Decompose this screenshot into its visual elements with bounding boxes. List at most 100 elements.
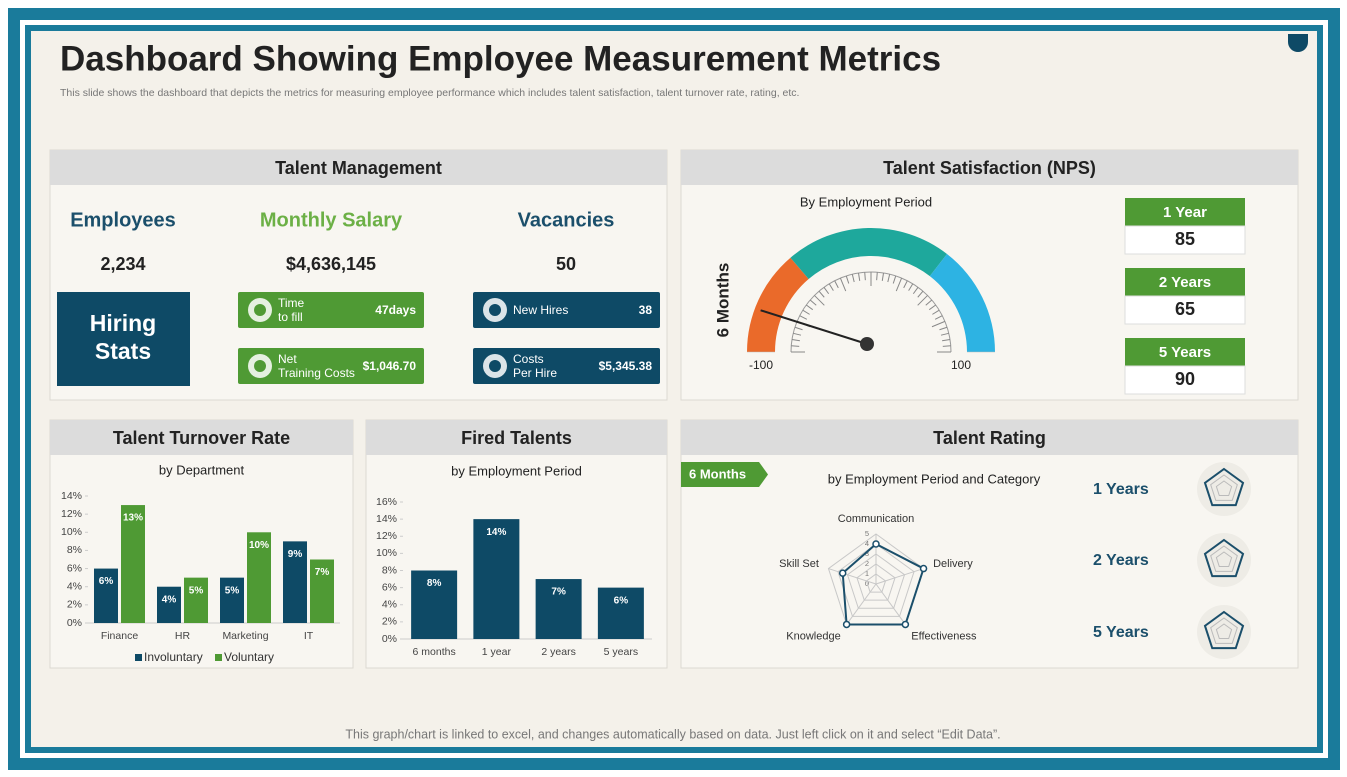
legend-label: Voluntary [224, 650, 274, 664]
period-label: 1 Years [1093, 481, 1149, 498]
card-value: 38 [639, 303, 653, 317]
data-label: 14% [486, 527, 506, 538]
y-tick-label: 12% [61, 508, 82, 520]
data-label: 6% [99, 576, 114, 587]
y-tick-label: 6% [67, 562, 82, 574]
period-value: 65 [1175, 299, 1195, 319]
panel-title: Talent Rating [933, 428, 1046, 448]
x-tick-label: HR [175, 630, 191, 642]
radar-point [872, 540, 880, 548]
period-header [1125, 338, 1245, 366]
y-tick-label: 8% [67, 544, 82, 556]
data-label: 4% [162, 594, 177, 605]
chart-subtitle: By Employment Period [800, 194, 932, 209]
spoke [875, 568, 924, 585]
panel-header [50, 420, 353, 455]
panel-title: Talent Satisfaction (NPS) [883, 158, 1096, 178]
category-label: Effectiveness [911, 630, 977, 642]
hiring-stats: Hiring Stats [90, 310, 156, 364]
dial-tick [928, 304, 937, 311]
panel [680, 419, 1299, 669]
period-name: 5 Years [1159, 344, 1211, 361]
period-box [1124, 365, 1246, 395]
y-tick-label: 6% [382, 581, 397, 593]
y-tick-label: 4% [382, 599, 397, 611]
radar-line [841, 542, 925, 626]
y-tick-label: 12% [376, 530, 397, 542]
dial-tick [802, 309, 810, 315]
legend-swatch [215, 654, 222, 661]
y-tick-label: 14% [61, 490, 82, 502]
chart-subtitle: by Department [159, 462, 245, 477]
kpi-label: Vacancies [518, 209, 615, 231]
card-value: 47days [375, 303, 416, 317]
period-name: 1 Year [1163, 204, 1207, 221]
bar [310, 559, 334, 623]
mini-radar [1215, 480, 1233, 496]
bar [247, 532, 271, 623]
y-tick-label: 10% [376, 547, 397, 559]
dial-tick [834, 280, 839, 289]
hiring-stats-box [57, 292, 190, 386]
dial-tick [917, 295, 928, 306]
y-tick-label: 0% [382, 633, 397, 645]
panel-header [681, 420, 1298, 455]
chart-subtitle: by Employment Period [451, 463, 582, 478]
dial-tick [925, 299, 933, 306]
mini-radar [1210, 474, 1238, 501]
x-tick-label: 5 years [604, 646, 638, 658]
bar [157, 586, 181, 623]
bar [283, 541, 307, 623]
mini-radar [1203, 538, 1245, 578]
panel-header [366, 420, 667, 455]
x-tick-label: 2 years [541, 646, 575, 658]
dial-tick [912, 286, 919, 295]
y-tick-label: 14% [376, 513, 397, 525]
mini-radar [1203, 467, 1245, 507]
y-tick-label: 4% [67, 580, 82, 592]
dial-tick [932, 309, 940, 315]
spoke [875, 583, 906, 625]
dial-tick [939, 326, 948, 331]
mini-radar [1215, 551, 1233, 567]
card [238, 348, 424, 384]
kpi-value: $4,636,145 [286, 254, 376, 274]
needle [760, 309, 868, 345]
card-value: $5,345.38 [599, 359, 653, 373]
spoke [846, 583, 877, 625]
y-tick-label: 2% [382, 616, 397, 628]
period-value: 90 [1175, 369, 1195, 389]
period-value: 85 [1175, 229, 1195, 249]
dial-tick [931, 320, 946, 328]
dial-tick [839, 277, 847, 292]
data-label: 9% [288, 549, 303, 560]
tag-label: 6 Months [689, 466, 746, 481]
bar [535, 579, 582, 639]
gauge-band [929, 254, 995, 352]
mini-radar [1210, 545, 1238, 572]
bar [220, 577, 244, 623]
subtitle: This slide shows the dashboard that depi… [60, 87, 799, 99]
card-icon-glyph [254, 360, 266, 372]
dial-tick [892, 275, 897, 284]
period-header [1125, 268, 1245, 296]
tag [681, 462, 768, 487]
y-tick-label: 2% [67, 599, 82, 611]
chart-subtitle: by Employment Period and Category [828, 471, 1041, 486]
mini-radar [1215, 623, 1233, 639]
radar-point [919, 564, 928, 573]
card [473, 348, 660, 384]
category-label: Communication [838, 513, 914, 525]
panel-header [681, 150, 1298, 185]
data-label: 13% [123, 513, 143, 524]
kpi-value: 50 [556, 254, 576, 274]
period-name: 2 Years [1159, 274, 1211, 291]
dial-tick [942, 345, 951, 347]
r-tick-label: 1 [865, 569, 869, 578]
panel-title: Talent Management [275, 158, 442, 178]
data-label: 7% [551, 587, 566, 598]
y-tick-label: 8% [382, 564, 397, 576]
dial-tick [791, 345, 800, 347]
data-label: 7% [315, 567, 330, 578]
